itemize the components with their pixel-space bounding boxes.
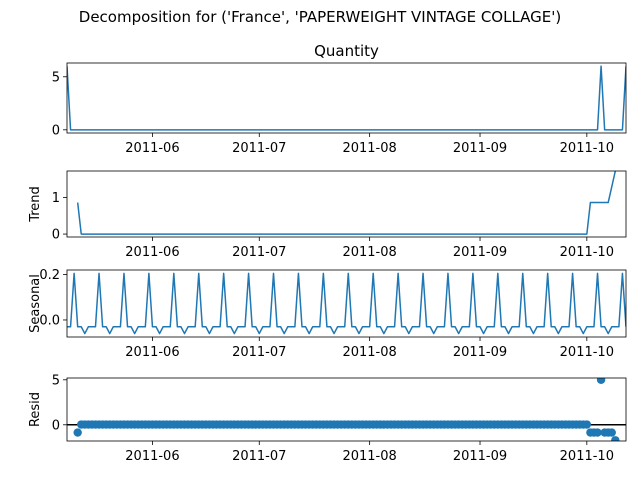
x-tick-label: 2011-06 (125, 245, 179, 260)
panel-title: Quantity (314, 42, 379, 60)
series-line (76, 171, 617, 235)
x-tick-label: 2011-07 (232, 141, 286, 156)
y-tick-label: 0 (52, 123, 60, 138)
plot-area (76, 171, 617, 235)
x-tick-label: 2011-08 (342, 345, 396, 360)
plot-area (67, 378, 626, 441)
x-tick-label: 2011-07 (232, 449, 286, 464)
x-tick-label: 2011-10 (560, 345, 614, 360)
x-tick-label: 2011-09 (453, 141, 507, 156)
axes-frame (66, 170, 627, 238)
y-tick-label: 0.2 (39, 268, 60, 283)
x-tick-label: 2011-09 (453, 245, 507, 260)
series-line (67, 65, 626, 131)
figure-suptitle: Decomposition for ('France', 'PAPERWEIGH… (79, 8, 561, 26)
x-tick-label: 2011-10 (560, 449, 614, 464)
y-axis-label: Trend (28, 186, 43, 223)
axes-frame (66, 269, 627, 338)
x-tick-label: 2011-08 (342, 141, 396, 156)
x-tick-label: 2011-07 (232, 245, 286, 260)
panel-4: Resid 0 5 2011-06 2011-07 2011-08 2011-09 2011-… (28, 373, 627, 464)
x-tick-label: 2011-08 (342, 245, 396, 260)
y-tick-label: 1 (52, 191, 60, 206)
x-tick-label: 2011-09 (453, 449, 507, 464)
resid-point (73, 428, 82, 437)
y-tick-label: 0.0 (39, 313, 60, 328)
y-axis-label: Seasonal (28, 274, 43, 333)
x-tick-label: 2011-06 (125, 345, 179, 360)
y-axis-label: Resid (28, 392, 43, 427)
series-line (67, 272, 626, 335)
plot-area (67, 65, 626, 131)
x-tick-label: 2011-06 (125, 449, 179, 464)
axes-frame (66, 62, 627, 134)
panel-2: Trend 0 1 2011-06 2011-07 2011-08 2011-09 2011-… (28, 170, 627, 260)
x-tick-label: 2011-07 (232, 345, 286, 360)
x-tick-label: 2011-10 (560, 245, 614, 260)
x-tick-label: 2011-10 (560, 141, 614, 156)
panels: Quantity 0 5 2011-06 2011-07 2011-08 2011-09 20… (28, 42, 627, 464)
resid-point (596, 378, 606, 384)
resid-point (611, 436, 620, 441)
y-tick-label: 0 (52, 228, 60, 243)
y-tick-label: 0 (52, 418, 60, 433)
resid-point (582, 420, 592, 429)
resid-point (593, 428, 602, 437)
resid-point (607, 428, 616, 437)
y-tick-label: 5 (52, 70, 60, 85)
plot-area (67, 272, 626, 335)
x-tick-label: 2011-08 (342, 449, 396, 464)
axes-frame (66, 377, 627, 442)
x-tick-label: 2011-09 (453, 345, 507, 360)
y-tick-label: 5 (52, 373, 60, 388)
panel-1: Quantity 0 5 2011-06 2011-07 2011-08 2011-09 20… (52, 42, 627, 156)
x-tick-label: 2011-06 (125, 141, 179, 156)
